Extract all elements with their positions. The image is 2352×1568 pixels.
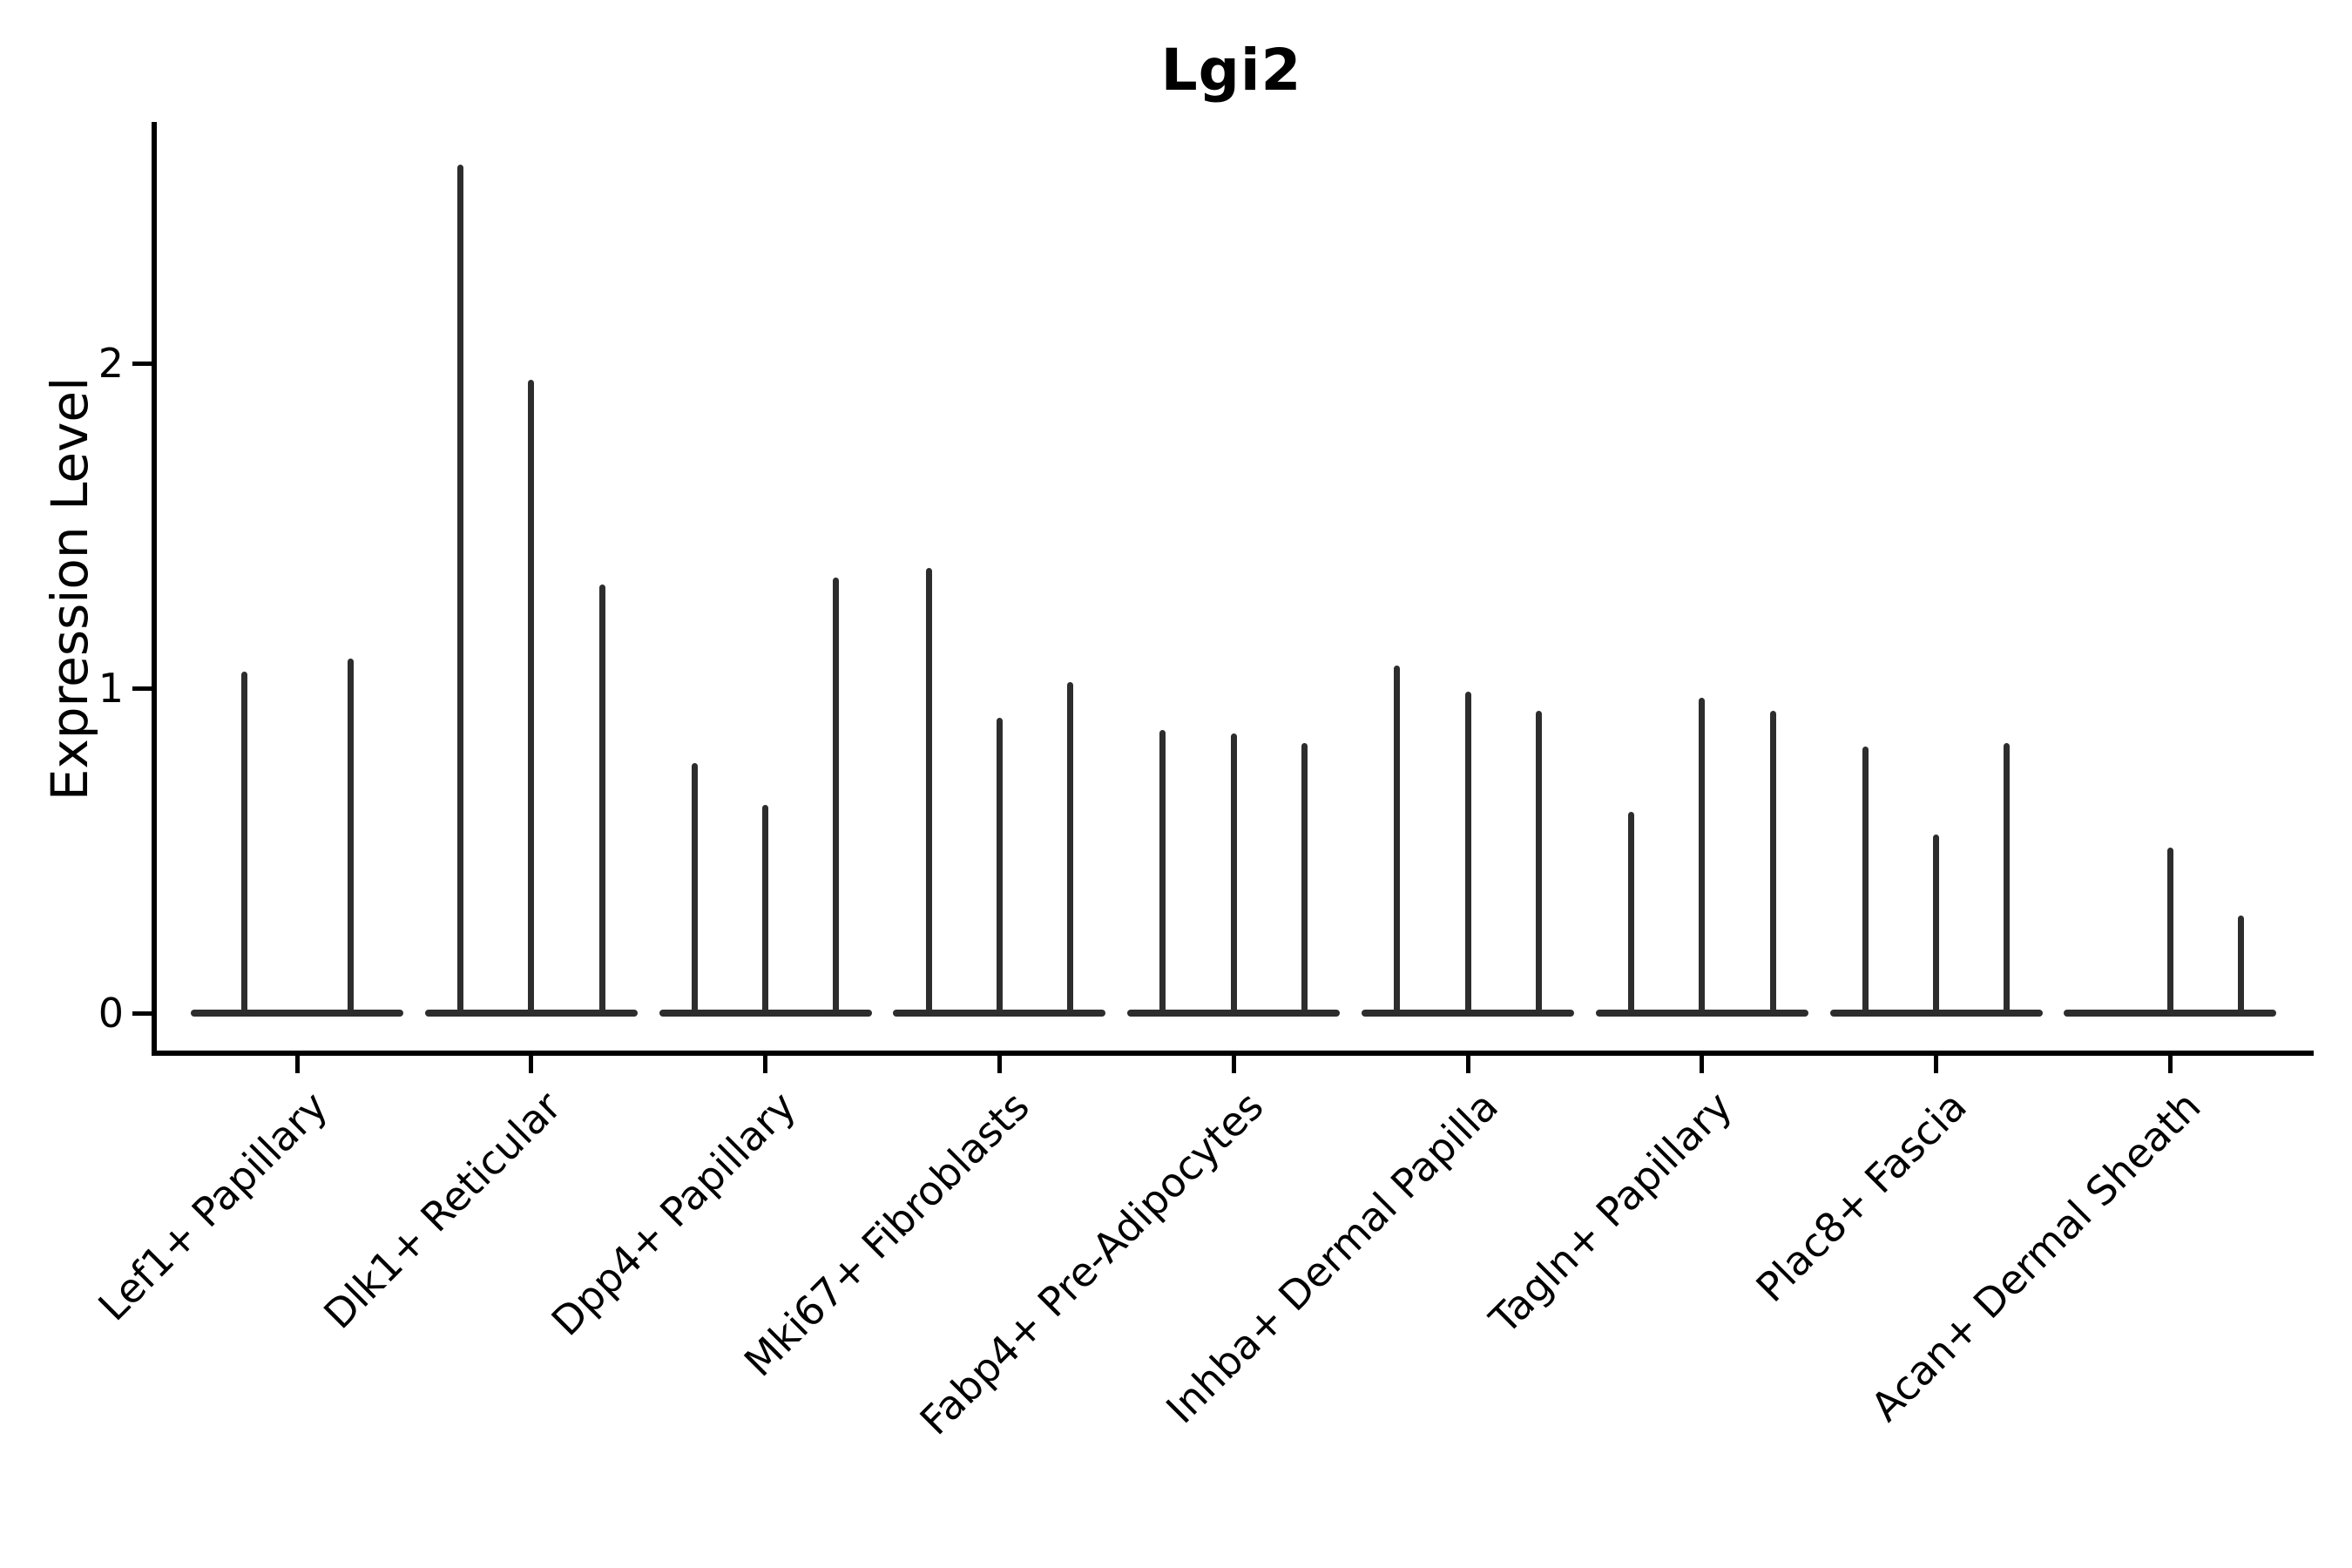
violin-spike [1159, 730, 1166, 1015]
x-tick [1934, 1056, 1939, 1073]
violin-spike [598, 584, 605, 1015]
x-tick-label: Plac8+ Fascia [1746, 1082, 1976, 1311]
violin-spike [456, 165, 463, 1015]
y-tick-label: 2 [98, 340, 124, 387]
violin-spike [2166, 847, 2173, 1015]
violin-spike [1933, 834, 1940, 1015]
violin-spike [240, 672, 247, 1015]
violin-baseline [191, 1010, 403, 1017]
x-tick [1465, 1056, 1470, 1073]
x-tick [763, 1056, 768, 1073]
violin-spike [1769, 711, 1776, 1015]
x-tick-label: Dlk1+ Reticular [314, 1082, 571, 1338]
violin-spike [528, 379, 535, 1015]
violin-spike [833, 578, 840, 1015]
y-axis-label: Expression Level [40, 376, 99, 801]
y-axis-spine [152, 122, 157, 1056]
x-tick-label: Dpp4+ Papillary [542, 1082, 805, 1345]
violin-spike [1699, 698, 1706, 1015]
violin-spike [1862, 747, 1869, 1015]
violin-spike [347, 659, 354, 1015]
x-tick [1700, 1056, 1705, 1073]
x-tick [2167, 1056, 2173, 1073]
violin-spike [691, 762, 698, 1015]
y-tick [132, 686, 152, 691]
x-tick-label: Tagln+ Papillary [1480, 1082, 1741, 1343]
violin-spike [1067, 681, 1074, 1015]
violin-spike [1301, 743, 1308, 1015]
violin-spike [1464, 691, 1471, 1015]
y-tick-label: 1 [98, 665, 124, 712]
violin-spike [2238, 916, 2245, 1015]
y-tick-label: 0 [98, 990, 124, 1037]
x-tick [997, 1056, 1002, 1073]
violin-spike [1394, 665, 1401, 1015]
chart-title: Lgi2 [1160, 37, 1302, 104]
y-tick [132, 361, 152, 366]
violin-spike [1627, 811, 1634, 1015]
x-tick [529, 1056, 534, 1073]
x-tick-label: Lef1+ Papillary [88, 1082, 336, 1330]
violin-spike [762, 805, 769, 1015]
violin-spike [925, 567, 932, 1015]
x-tick [294, 1056, 300, 1073]
y-tick [132, 1010, 152, 1016]
violin-spike [1535, 711, 1542, 1015]
violin-spike [1230, 733, 1237, 1015]
violin-spike [996, 717, 1003, 1015]
x-axis-spine [152, 1051, 2314, 1056]
x-tick [1231, 1056, 1236, 1073]
violin-spike [2004, 743, 2011, 1015]
